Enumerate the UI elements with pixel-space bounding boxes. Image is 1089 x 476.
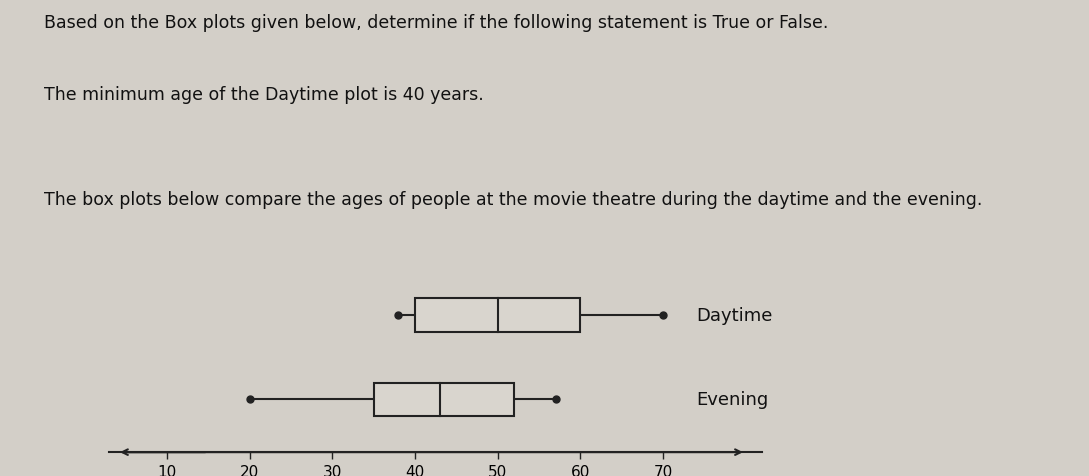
Text: The box plots below compare the ages of people at the movie theatre during the d: The box plots below compare the ages of … — [44, 190, 982, 208]
Text: The minimum age of the Daytime plot is 40 years.: The minimum age of the Daytime plot is 4… — [44, 86, 484, 104]
Text: Daytime: Daytime — [696, 307, 772, 324]
Text: Evening: Evening — [696, 391, 769, 408]
Text: Based on the Box plots given below, determine if the following statement is True: Based on the Box plots given below, dete… — [44, 14, 828, 32]
Bar — [415, 298, 580, 332]
Bar — [374, 383, 514, 416]
